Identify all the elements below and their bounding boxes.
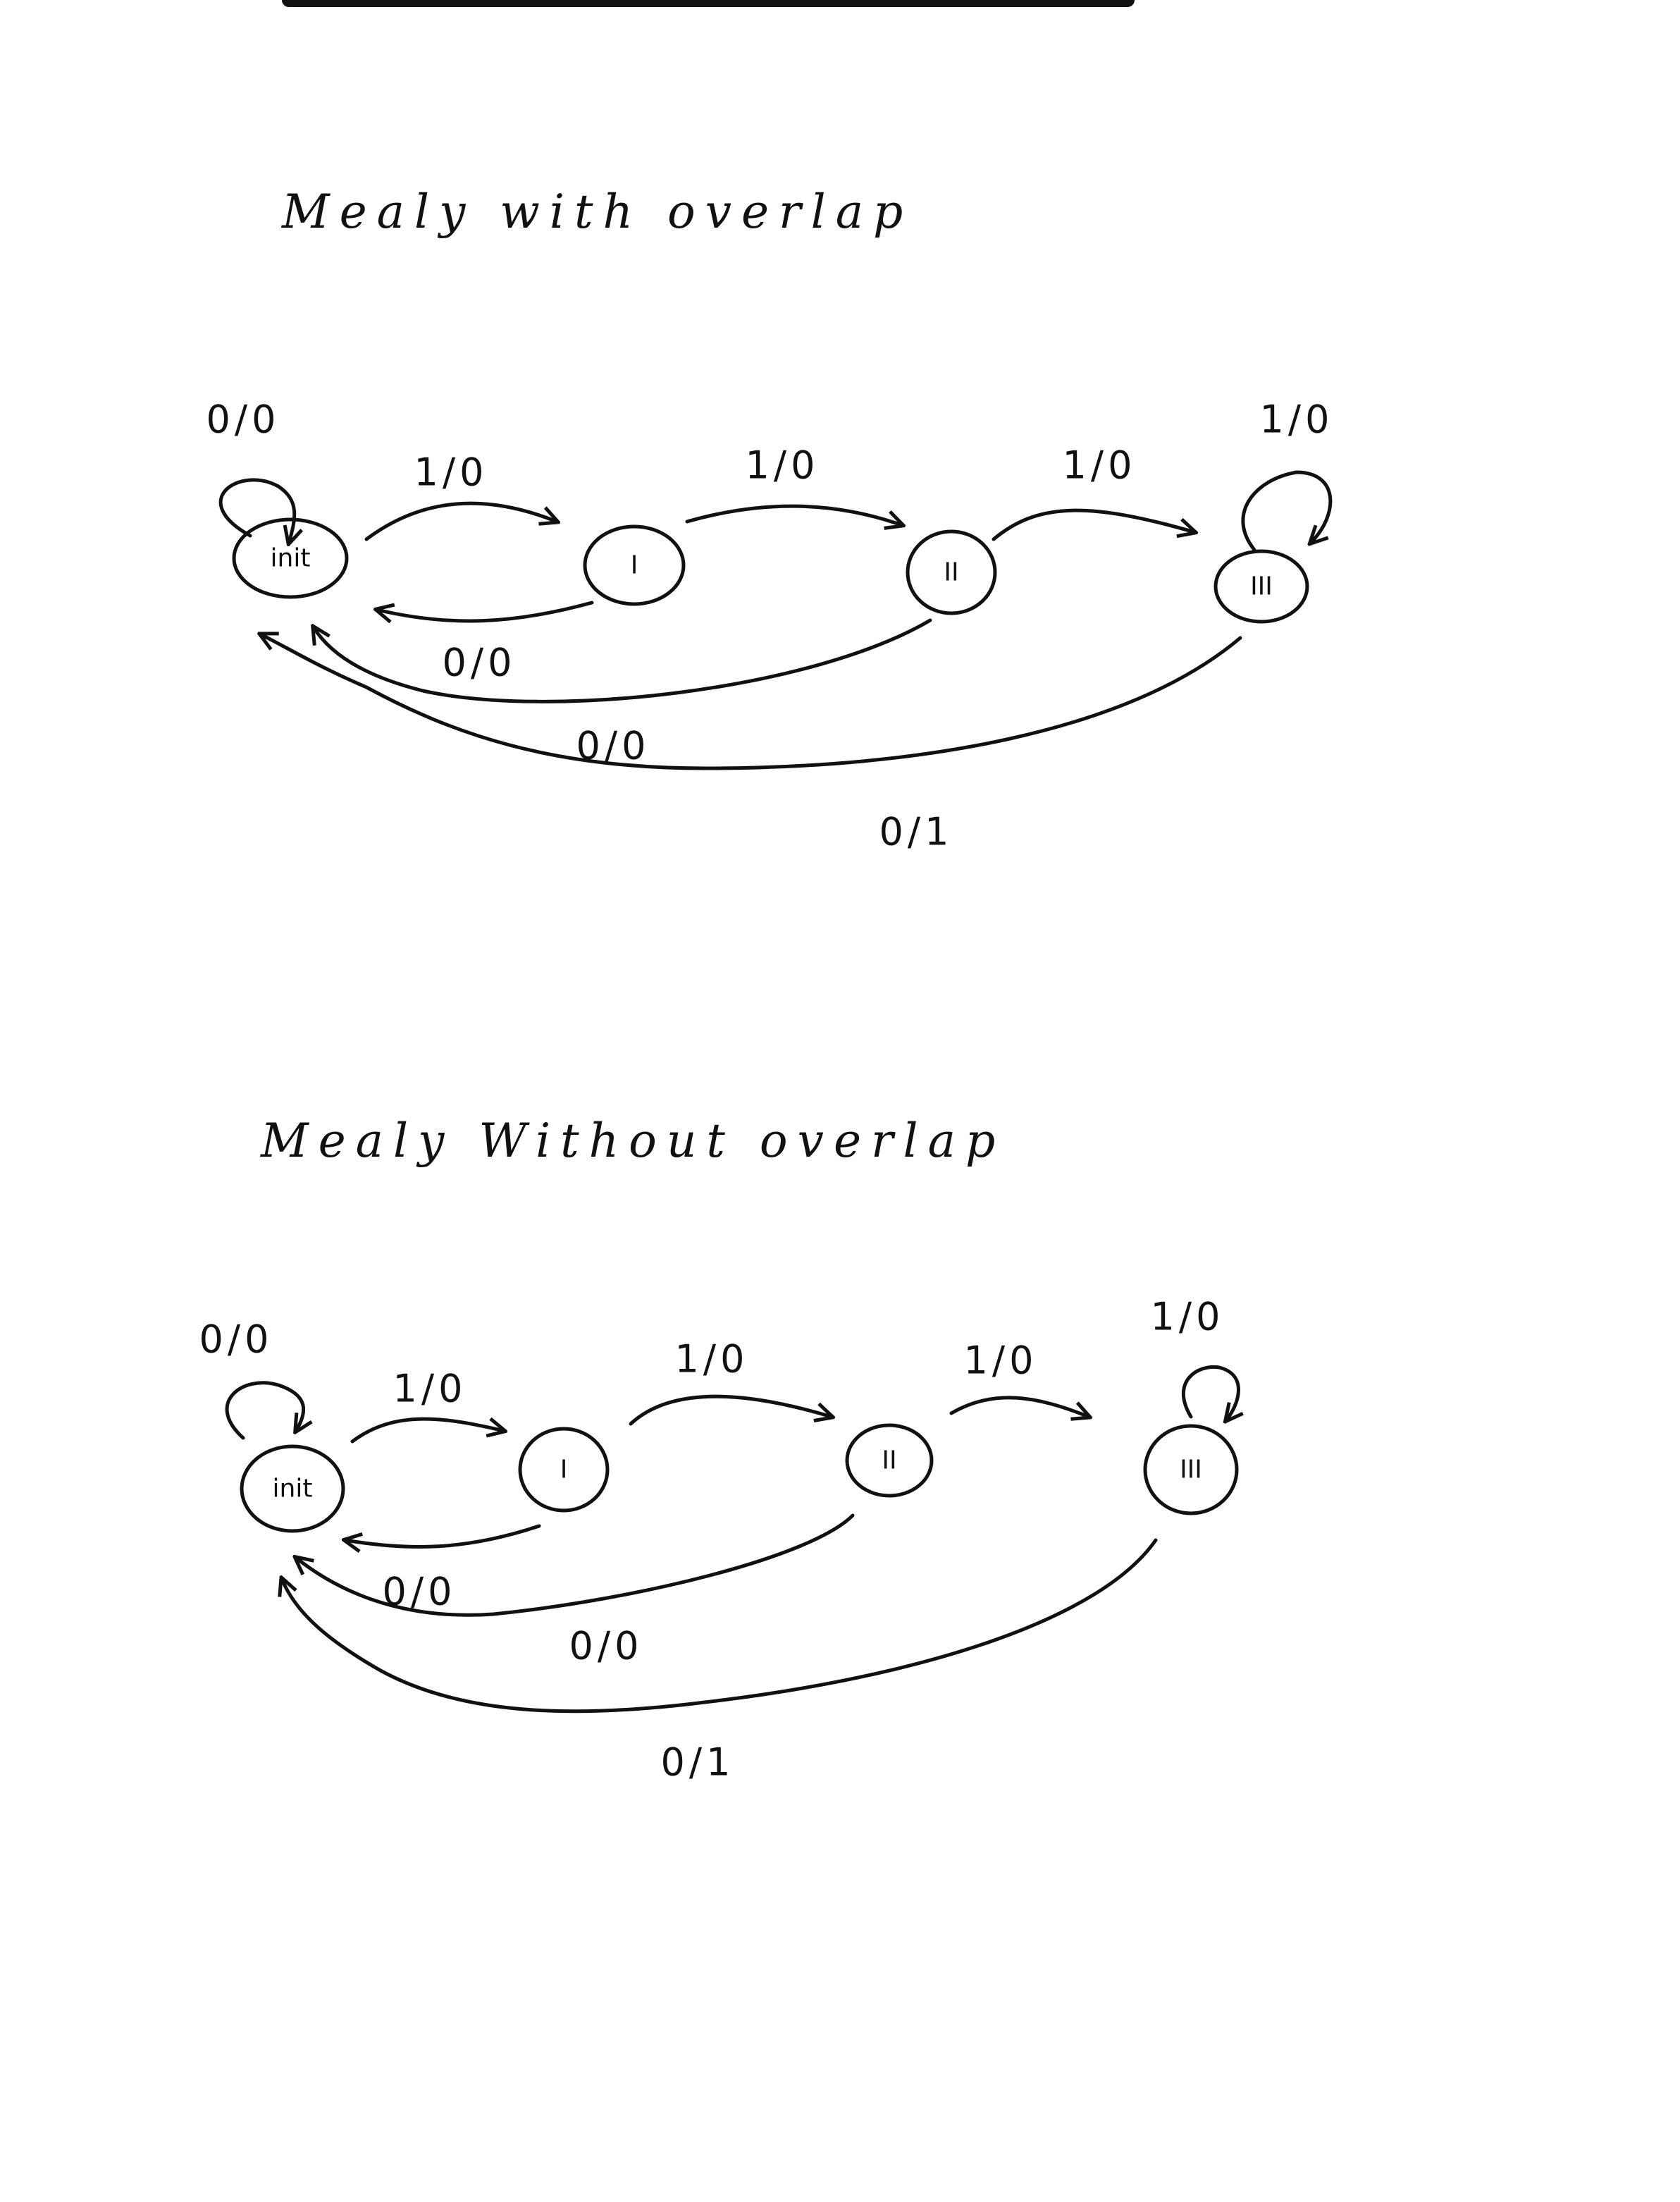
label-3-to-init: 0/1 (879, 810, 953, 854)
label-1-to-init: 0/0 (443, 641, 517, 685)
label-3-self: 1/0 (1151, 1295, 1225, 1339)
state-2: II (906, 529, 997, 615)
state-1-label: I (631, 551, 638, 580)
edge-2-to-init (314, 618, 932, 703)
state-2-label: II (882, 1446, 896, 1475)
state-1-label: I (560, 1456, 568, 1484)
label-init-to-1: 1/0 (393, 1367, 467, 1411)
edge-init-to-1 (364, 501, 557, 541)
edge-3-self (1241, 470, 1333, 552)
edge-init-to-1 (350, 1417, 504, 1444)
edge-1-to-2 (629, 1394, 832, 1426)
edge-1-to-2 (685, 504, 902, 525)
label-init-self: 0/0 (206, 398, 280, 442)
label-2-to-init: 0/0 (576, 724, 650, 768)
state-3-label: III (1250, 572, 1273, 601)
state-init-label: init (273, 1475, 313, 1503)
state-1: I (583, 524, 686, 606)
state-2: II (845, 1423, 934, 1498)
edge-1-to-init (345, 1524, 541, 1547)
edge-2-to-3 (992, 508, 1194, 541)
edge-3-self (1181, 1365, 1238, 1420)
state-init-label: init (271, 544, 311, 573)
label-1-to-2: 1/0 (675, 1337, 749, 1382)
label-init-to-1: 1/0 (414, 450, 488, 495)
state-diagram-overlap: init I II III 0/0 1/0 1/0 1/0 1/0 0/0 0/… (206, 398, 1334, 854)
label-2-to-3: 1/0 (964, 1339, 1038, 1383)
label-3-self: 1/0 (1260, 398, 1334, 442)
state-1: I (518, 1427, 610, 1513)
state-3: III (1143, 1424, 1239, 1515)
label-3-to-init: 0/1 (661, 1740, 735, 1785)
edge-init-self (218, 478, 295, 543)
label-2-to-3: 1/0 (1063, 443, 1137, 488)
edge-1-to-init (377, 601, 594, 621)
diagram-title-without-overlap: Mealy Without overlap (261, 1114, 1006, 1168)
edge-init-self (225, 1381, 304, 1440)
label-1-to-init: 0/0 (383, 1570, 457, 1614)
page-top-edge (282, 0, 1135, 7)
label-2-to-init: 0/0 (569, 1624, 643, 1668)
state-init: init (232, 517, 349, 599)
edge-3-to-init (282, 1538, 1158, 1714)
state-3: III (1213, 549, 1309, 624)
state-2-label: II (944, 558, 958, 587)
state-init: init (240, 1444, 345, 1533)
diagram-title-overlap: Mealy with overlap (282, 185, 913, 239)
state-3-label: III (1180, 1456, 1202, 1484)
label-1-to-2: 1/0 (746, 443, 820, 488)
edge-3-to-init (261, 634, 1242, 770)
edge-2-to-3 (949, 1396, 1089, 1417)
label-init-self: 0/0 (199, 1317, 273, 1362)
edge-2-to-init (296, 1513, 855, 1617)
state-diagram-without-overlap: init I II III 0/0 1/0 1/0 1/0 1/0 0/0 0/… (199, 1295, 1680, 1785)
